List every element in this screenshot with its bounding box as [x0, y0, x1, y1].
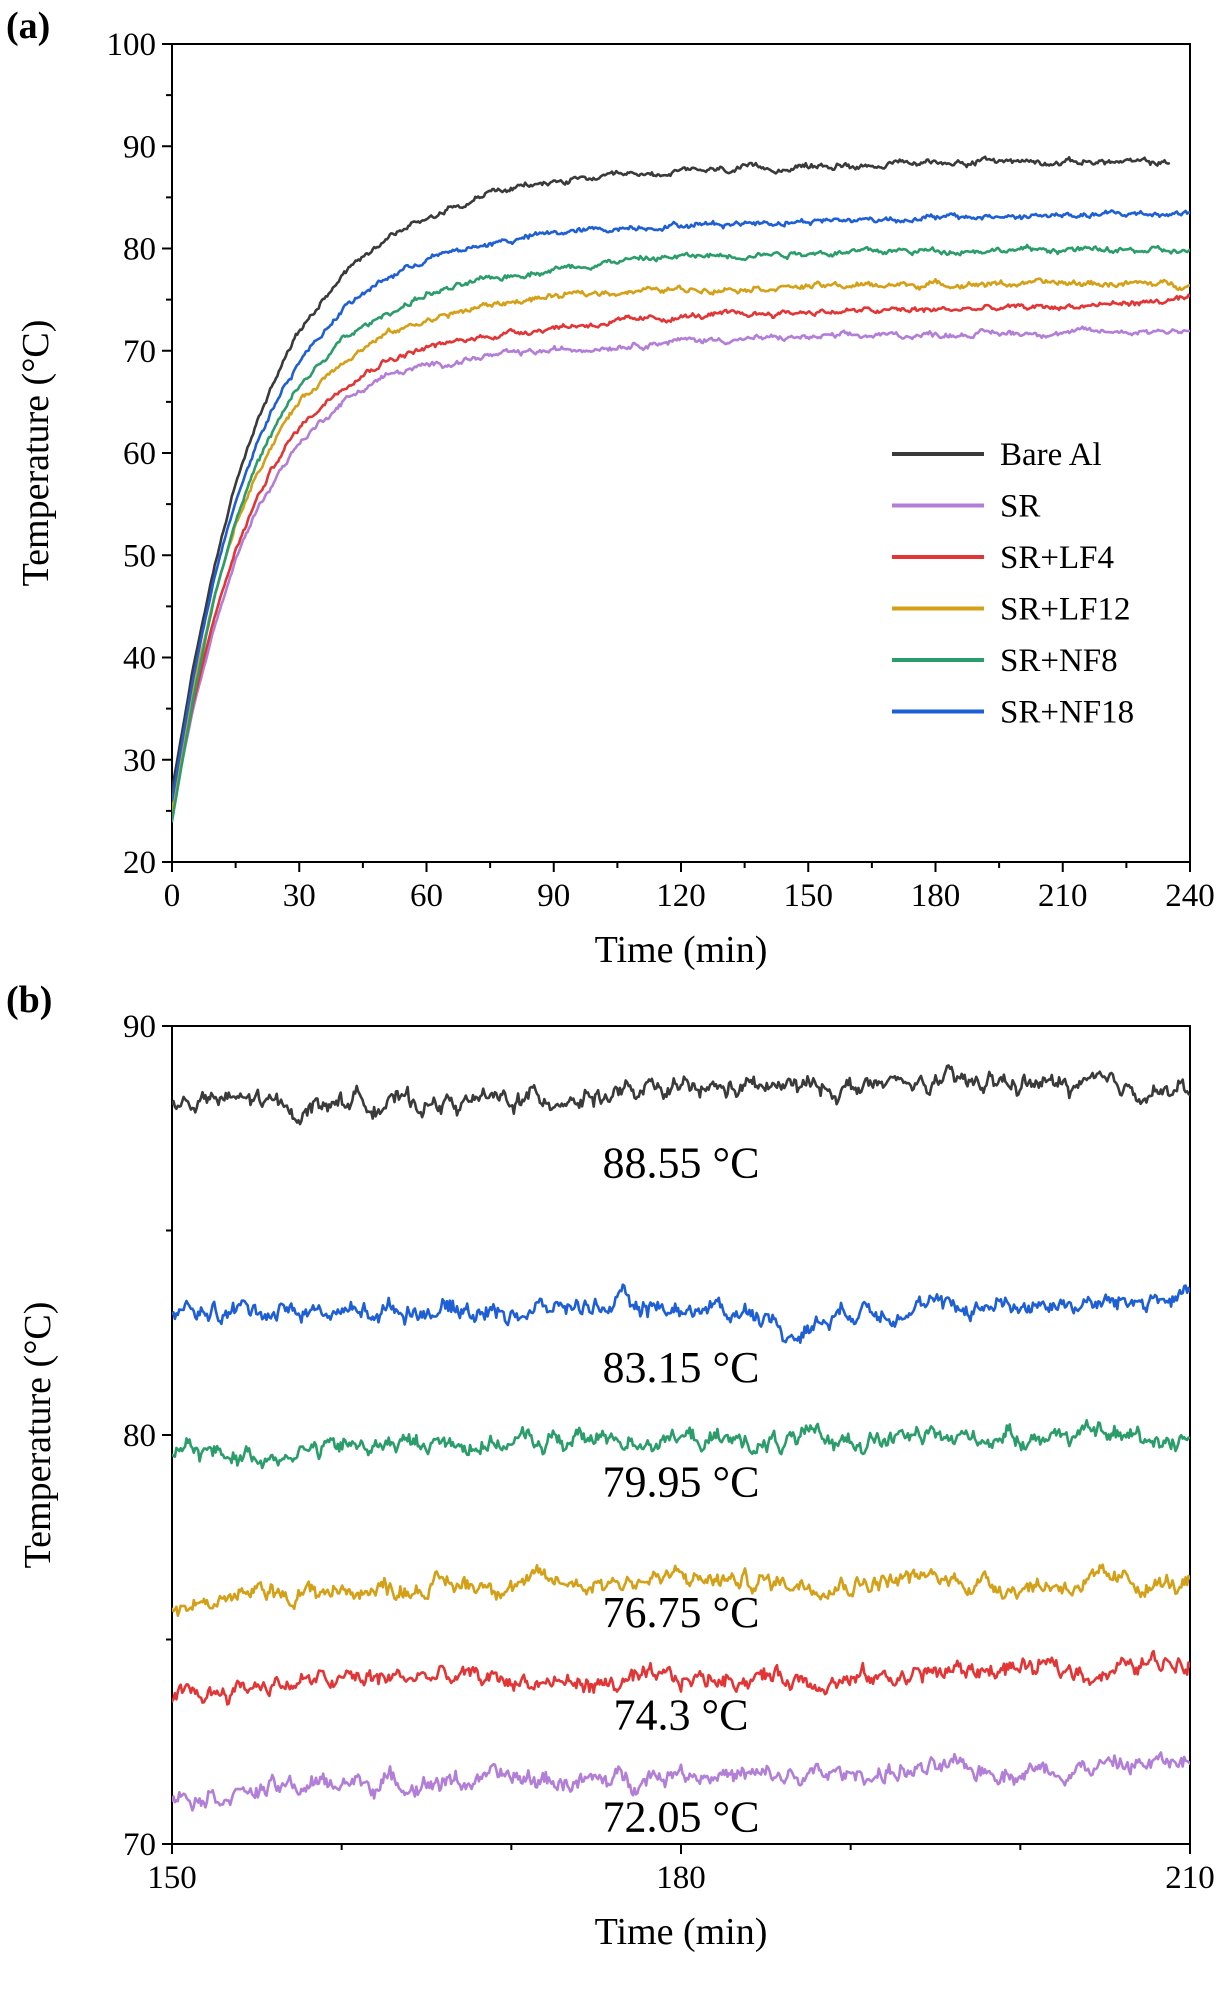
x-tick-label: 30: [283, 878, 316, 914]
y-axis-label: Temperature (°C): [17, 1302, 59, 1569]
value-annotation: 88.55 °C: [603, 1138, 760, 1187]
series-line-2: [172, 325, 1190, 813]
y-tick-label: 20: [123, 845, 156, 881]
y-tick-label: 80: [123, 1418, 156, 1454]
panel-a: (a) 20 30 40 50 60 70 80 90 100 0 30 60 90 120 150 180 21…: [6, 5, 1215, 971]
x-axis-label: Time (min): [595, 1911, 768, 1953]
value-annotation: 74.3 °C: [614, 1690, 749, 1739]
y-tick-label: 40: [123, 641, 156, 677]
panel-label: (b): [6, 979, 52, 1021]
series-line-1: [172, 1064, 1190, 1126]
y-tick-label: 90: [123, 129, 156, 165]
series-line-4: [172, 1563, 1190, 1617]
value-annotation: 76.75 °C: [603, 1588, 760, 1637]
x-tick-label: 60: [410, 878, 443, 914]
x-tick-label: 90: [537, 878, 570, 914]
y-axis-label: Temperature (°C): [15, 320, 57, 587]
series-line-4: [172, 277, 1190, 813]
y-tick-label: 100: [107, 27, 157, 63]
y-tick-label: 80: [123, 232, 156, 268]
panel-b: (b) 70 80 90 150 180 210 Time (min) Temperature …: [6, 979, 1215, 1953]
value-annotation: 79.95 °C: [603, 1457, 760, 1506]
series-line-6: [172, 1751, 1190, 1812]
x-tick-label: 150: [147, 1860, 197, 1896]
x-tick-label: 0: [164, 878, 181, 914]
series-line-5: [172, 1649, 1190, 1706]
legend-label: Bare Al: [1000, 437, 1102, 473]
series-line-3: [172, 1419, 1190, 1470]
legend-label: SR+LF4: [1000, 540, 1114, 576]
y-tick-label: 70: [123, 334, 156, 370]
series-line-6: [172, 209, 1190, 802]
y-tick-label: 90: [123, 1009, 156, 1045]
x-tick-label: 210: [1165, 1860, 1215, 1896]
y-tick-label: 70: [123, 1827, 156, 1863]
series-line-3: [172, 293, 1190, 813]
series-line-1: [172, 155, 1171, 792]
x-tick-label: 210: [1038, 878, 1088, 914]
legend-label: SR+LF12: [1000, 592, 1131, 628]
value-annotation: 72.05 °C: [603, 1793, 760, 1842]
x-tick-label: 180: [656, 1860, 706, 1896]
y-tick-label: 60: [123, 436, 156, 472]
legend-label: SR+NF18: [1000, 695, 1134, 731]
x-tick-label: 180: [911, 878, 961, 914]
x-axis-label: Time (min): [595, 929, 768, 971]
x-tick-label: 150: [784, 878, 834, 914]
legend-label: SR: [1000, 489, 1040, 525]
panel-label: (a): [6, 5, 50, 47]
x-tick-label: 120: [656, 878, 706, 914]
series-line-2: [172, 1283, 1190, 1344]
series-line-5: [172, 243, 1190, 823]
legend-label: SR+NF8: [1000, 643, 1118, 679]
value-annotation: 83.15 °C: [603, 1343, 760, 1392]
y-tick-label: 30: [123, 743, 156, 779]
x-tick-label: 240: [1165, 878, 1215, 914]
y-tick-label: 50: [123, 538, 156, 574]
